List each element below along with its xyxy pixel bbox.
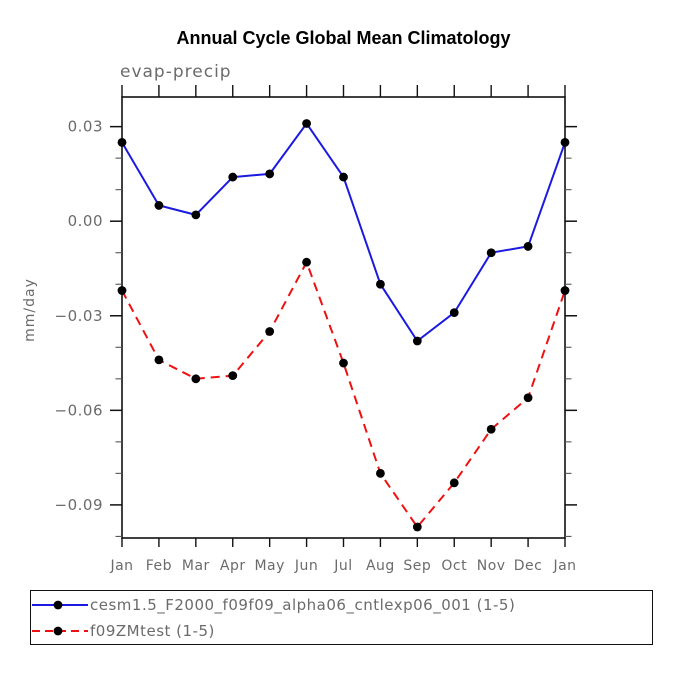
chart-subtitle: evap-precip [120,62,232,82]
annual-cycle-plot: Jan Feb Mar Apr May Jun Jul Aug Sep Oct Nov Dec Jan 0… [55,85,577,574]
x-tick-label: Oct [441,558,467,574]
legend-marker [53,626,63,635]
data-point-marker [302,119,311,128]
data-point-marker [265,169,275,179]
legend-label-series2: f09ZMtest (1-5) [90,621,215,640]
data-point-marker [228,172,238,182]
x-tick-label: Apr [220,558,246,574]
legend-row-series1: cesm1.5_F2000_f09f09_alpha06_cntlexp06_0… [32,593,652,617]
data-point-marker [191,210,201,220]
y-tick-label: −0.03 [55,307,103,325]
x-tick-label: May [254,558,284,574]
y-tick-label: 0.00 [68,212,103,230]
data-point-marker [191,374,201,384]
x-tick-label: Jul [333,558,352,574]
y-tick-label: 0.03 [68,118,103,136]
legend-sample-dashed-line [32,626,88,635]
legend-marker [53,600,63,609]
data-point-marker [412,522,422,532]
data-point-marker [523,393,533,403]
legend-row-series2: f09ZMtest (1-5) [32,619,652,643]
legend-sample-solid-line [32,600,88,609]
data-point-marker [560,286,570,295]
data-point-marker [486,248,496,258]
chart-title: Annual Cycle Global Mean Climatology [176,28,511,48]
series-0-line [117,119,570,346]
data-point-marker [265,327,275,336]
x-tick-label: Jan [552,558,576,574]
y-tick-label: −0.09 [55,496,103,514]
x-tick-label: Aug [366,558,395,574]
data-point-marker [412,336,422,346]
x-tick-label: Nov [477,558,506,574]
data-point-marker [449,308,459,318]
data-point-marker [486,424,496,434]
data-point-marker [376,468,385,478]
legend-label-series1: cesm1.5_F2000_f09f09_alpha06_cntlexp06_0… [90,595,516,614]
y-tick-label: −0.06 [55,401,103,419]
data-point-marker [302,257,311,267]
x-tick-label: Jan [109,558,133,574]
data-point-marker [560,137,570,147]
data-point-marker [339,172,348,182]
data-point-marker [154,201,164,210]
series-1-line [117,257,570,532]
data-point-marker [449,478,459,488]
x-tick-label: Mar [182,558,210,574]
data-point-marker [228,371,238,381]
x-tick-label: Feb [146,558,172,574]
data-point-marker [117,286,127,295]
data-point-marker [523,242,533,251]
x-tick-label: Sep [403,558,431,574]
data-point-marker [339,358,348,368]
axes: Jan Feb Mar Apr May Jun Jul Aug Sep Oct Nov Dec Jan 0… [55,85,577,574]
legend-box: cesm1.5_F2000_f09f09_alpha06_cntlexp06_0… [30,590,653,645]
data-point-marker [154,355,164,365]
data-point-marker [376,279,385,289]
data-point-marker [117,137,127,147]
x-tick-label: Dec [514,558,543,574]
x-tick-label: Jun [294,558,318,574]
